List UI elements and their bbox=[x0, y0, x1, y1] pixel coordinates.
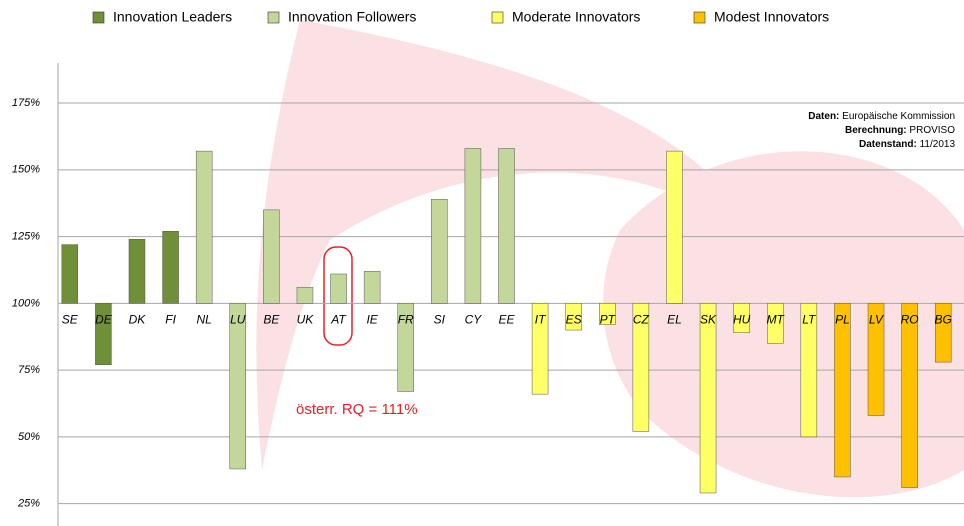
legend-swatch bbox=[492, 12, 503, 23]
x-tick-label: CY bbox=[465, 313, 483, 327]
x-tick-label: CZ bbox=[633, 313, 650, 327]
chart: 25% 50% 75% 100% 125% 150% 175% SE DE DK FI NL LU BE U… bbox=[0, 0, 964, 526]
x-tick-label: MT bbox=[767, 313, 786, 327]
x-tick-label: BG bbox=[935, 313, 952, 327]
x-tick-label: AT bbox=[330, 313, 347, 327]
legend-label: Moderate Innovators bbox=[512, 9, 640, 25]
bar bbox=[465, 148, 481, 303]
bar bbox=[230, 303, 246, 469]
x-tick-label: PT bbox=[600, 313, 617, 327]
x-tick-label: FR bbox=[398, 313, 414, 327]
bar bbox=[700, 303, 716, 493]
legend-label: Innovation Followers bbox=[288, 9, 416, 25]
legend-swatch bbox=[694, 12, 705, 23]
source-line: Berechnung: PROVISO bbox=[845, 125, 955, 136]
x-tick-label: ES bbox=[566, 313, 582, 327]
y-tick-label: 100% bbox=[12, 297, 40, 309]
y-tick-label: 50% bbox=[18, 431, 40, 443]
source-key: Daten: bbox=[808, 111, 839, 122]
bar bbox=[666, 151, 682, 303]
x-tick-label: HU bbox=[733, 313, 751, 327]
legend-swatch bbox=[268, 12, 279, 23]
annotation: österr. RQ = 111% bbox=[296, 401, 418, 418]
source-text: 11/2013 bbox=[920, 139, 956, 150]
bar bbox=[196, 151, 212, 303]
x-tick-label: LV bbox=[869, 313, 884, 327]
x-tick-label: LU bbox=[230, 313, 246, 327]
y-tick-label: 175% bbox=[12, 97, 40, 109]
x-tick-label: SK bbox=[700, 313, 717, 327]
x-tick-label: LT bbox=[802, 313, 817, 327]
y-tick-label: 75% bbox=[18, 364, 40, 376]
bar bbox=[263, 210, 279, 303]
x-tick-label: UK bbox=[297, 313, 315, 327]
legend-label: Modest Innovators bbox=[714, 9, 829, 25]
x-tick-label: DE bbox=[95, 313, 113, 327]
background-swoosh bbox=[256, 20, 964, 497]
bar bbox=[431, 199, 447, 303]
x-tick-label: DK bbox=[129, 313, 147, 327]
bar bbox=[499, 148, 515, 303]
x-tick-label: EE bbox=[498, 313, 515, 327]
x-tick-label: IE bbox=[366, 313, 378, 327]
source-key: Berechnung: bbox=[845, 125, 907, 136]
source-line: Daten: Europäische Kommission bbox=[808, 111, 955, 122]
source-line: Datenstand: 11/2013 bbox=[859, 139, 955, 150]
bar bbox=[902, 303, 918, 487]
bar bbox=[834, 303, 850, 477]
y-tick-label: 125% bbox=[12, 230, 40, 242]
y-tick-label: 25% bbox=[17, 498, 40, 510]
y-tick-label: 150% bbox=[12, 164, 40, 176]
x-tick-label: SE bbox=[62, 313, 79, 327]
source-text: Europäische Kommission bbox=[842, 111, 955, 122]
x-tick-label: IT bbox=[535, 313, 547, 327]
x-tick-label: FI bbox=[165, 313, 176, 327]
x-tick-label: SI bbox=[434, 313, 446, 327]
bar bbox=[62, 245, 78, 304]
legend-label: Innovation Leaders bbox=[113, 9, 232, 25]
legend-swatch bbox=[93, 12, 104, 23]
source-text: PROVISO bbox=[909, 125, 955, 136]
x-tick-label: PL bbox=[835, 313, 850, 327]
x-tick-label: RO bbox=[901, 313, 919, 327]
bar bbox=[129, 239, 145, 303]
x-tick-label: BE bbox=[263, 313, 280, 327]
bar bbox=[297, 287, 313, 303]
bar bbox=[163, 231, 179, 303]
bar bbox=[331, 274, 347, 303]
source-key: Datenstand: bbox=[859, 139, 917, 150]
x-tick-label: EL bbox=[667, 313, 682, 327]
x-tick-label: NL bbox=[196, 313, 211, 327]
bar bbox=[364, 271, 380, 303]
